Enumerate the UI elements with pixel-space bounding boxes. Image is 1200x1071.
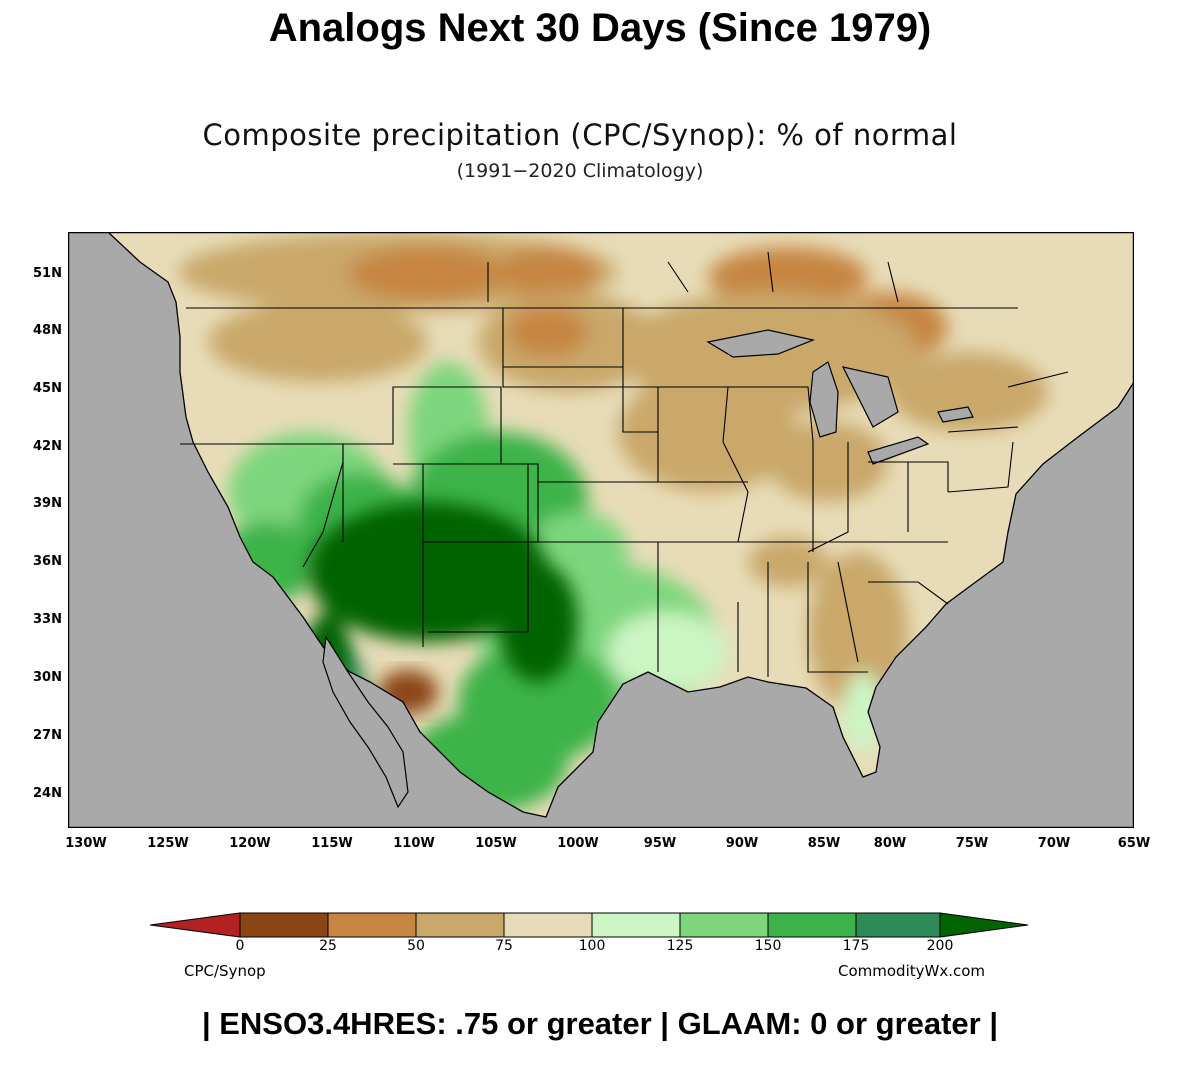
lat-label: 45N	[33, 381, 62, 396]
lon-label: 105W	[475, 836, 517, 851]
lon-label: 115W	[311, 836, 353, 851]
colorbar-tick-label: 0	[235, 938, 245, 954]
analog-criteria-footer: | ENSO3.4HRES: .75 or greater | GLAAM: 0…	[201, 1006, 999, 1041]
colorbar-tick-label: 150	[754, 938, 782, 954]
lat-label: 42N	[33, 439, 62, 454]
gulf-of-california	[322, 635, 409, 809]
colorbar-tick-label: 125	[666, 938, 694, 954]
colorbar-bin-50-75	[415, 912, 505, 938]
lon-label: 65W	[1117, 836, 1151, 851]
lat-label: 51N	[33, 266, 62, 281]
map-title: Composite precipitation (CPC/Synop): % o…	[202, 118, 958, 152]
lat-label: 30N	[33, 670, 62, 685]
colorbar-bin-100-125	[591, 912, 681, 938]
colorbar-bin-25-50	[327, 912, 417, 938]
lat-label: 33N	[33, 612, 62, 627]
map-border	[68, 232, 1134, 828]
lat-label: 48N	[33, 323, 62, 338]
lon-label: 125W	[147, 836, 189, 851]
colorbar-bin-125-150	[679, 912, 769, 938]
state-boundaries	[180, 251, 1069, 677]
lon-label: 95W	[643, 836, 677, 851]
lon-label: 120W	[229, 836, 271, 851]
colorbar-above-200	[939, 912, 1029, 938]
lon-label: 70W	[1037, 836, 1071, 851]
colorbar-tick-label: 25	[319, 938, 337, 954]
colorbar-below-0	[150, 912, 241, 938]
credit-label: CommodityWx.com	[838, 962, 986, 980]
lat-label: 36N	[33, 554, 62, 569]
colorbar-bin-75-100	[503, 912, 593, 938]
great-lakes	[706, 329, 974, 465]
lon-label: 100W	[557, 836, 599, 851]
colorbar	[150, 912, 1029, 938]
lon-label: 130W	[65, 836, 107, 851]
precipitation-map	[68, 232, 1134, 828]
lon-label: 75W	[955, 836, 989, 851]
coastline	[107, 232, 1134, 818]
lat-label: 24N	[33, 786, 62, 801]
colorbar-tick-label: 50	[407, 938, 425, 954]
colorbar-bin-175-200	[855, 912, 941, 938]
lat-label: 39N	[33, 496, 62, 511]
colorbar-tick-label: 200	[926, 938, 954, 954]
lon-label: 80W	[873, 836, 907, 851]
map-subtitle: (1991−2020 Climatology)	[456, 160, 704, 182]
colorbar-tick-label: 175	[842, 938, 870, 954]
colorbar-bin-150-175	[767, 912, 857, 938]
precip-field	[108, 232, 1134, 817]
lon-label: 85W	[807, 836, 841, 851]
page-headline: Analogs Next 30 Days (Since 1979)	[268, 6, 932, 50]
colorbar-tick-label: 75	[495, 938, 513, 954]
lon-label: 110W	[393, 836, 435, 851]
source-label: CPC/Synop	[184, 962, 266, 980]
colorbar-tick-label: 100	[578, 938, 606, 954]
colorbar-bin-0-25	[239, 912, 329, 938]
lon-label: 90W	[725, 836, 759, 851]
lat-label: 27N	[33, 728, 62, 743]
